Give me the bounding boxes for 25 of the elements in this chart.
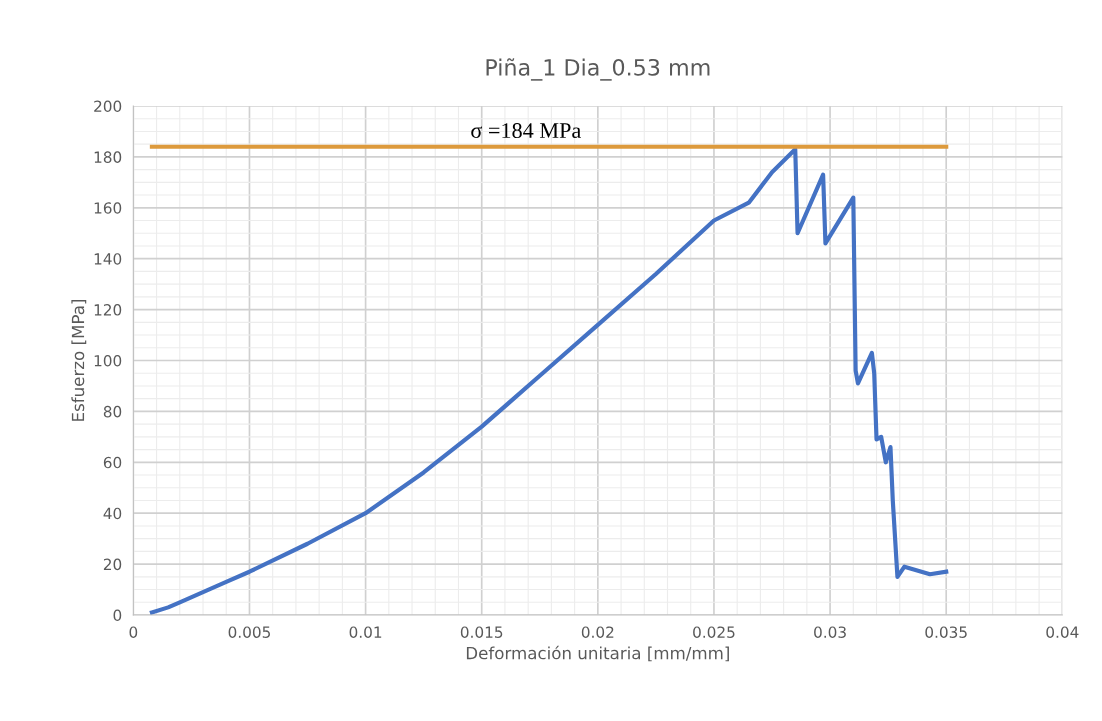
x-tick-label: 0 <box>129 626 138 638</box>
x-tick-label: 0.015 <box>460 626 503 638</box>
y-tick-label: 20 <box>103 558 122 571</box>
x-axis-title: Deformación unitaria [mm/mm] <box>466 645 729 662</box>
y-tick-label: 200 <box>94 100 122 113</box>
x-tick-label: 0.005 <box>228 626 270 638</box>
y-tick-label: 0 <box>113 609 122 622</box>
y-tick-label: 40 <box>103 507 122 520</box>
y-tick-label: 120 <box>94 304 122 316</box>
y-axis-title: Esfuerzo [MPa] <box>71 299 87 421</box>
y-tick-label: 100 <box>94 354 122 367</box>
chart-title: Piña_1 Dia_0.53 mm <box>486 58 710 81</box>
line-series <box>149 147 949 615</box>
y-tick-label: 160 <box>94 202 122 214</box>
y-tick-label: 140 <box>94 253 122 265</box>
x-tick-label: 0.025 <box>693 626 735 638</box>
y-tick-label: 80 <box>103 405 122 418</box>
y-tick-label: 180 <box>94 151 122 163</box>
x-tick-label: 0.01 <box>349 626 382 638</box>
y-tick-label: 60 <box>103 456 122 469</box>
x-tick-label: 0.04 <box>1046 626 1079 638</box>
x-tick-label: 0.02 <box>581 626 614 638</box>
x-tick-label: 0.03 <box>814 626 846 638</box>
annotation: σ =184 MPa <box>471 123 581 139</box>
x-tick-label: 0.035 <box>925 626 967 638</box>
